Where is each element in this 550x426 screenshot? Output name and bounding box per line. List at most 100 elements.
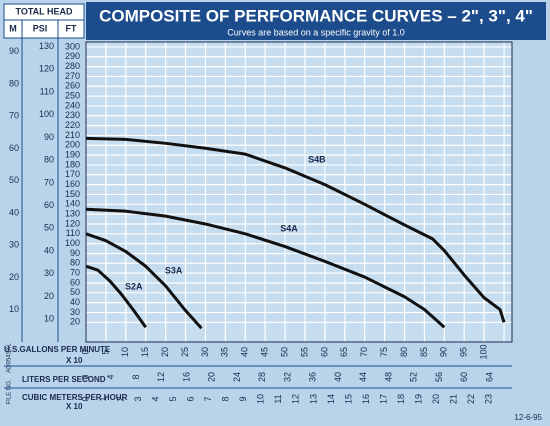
curve <box>85 232 203 330</box>
file-label: FILE NO. <box>7 379 13 404</box>
gpm-tick-label: 95 <box>459 347 469 357</box>
ft-tick-label: 40 <box>70 297 80 307</box>
m-label: M <box>9 23 17 33</box>
psi-tick-label: 30 <box>44 268 54 278</box>
psi-tick-label: 20 <box>44 291 54 301</box>
m3h-tick-label: 9 <box>238 396 248 401</box>
m-tick-label: 20 <box>9 272 19 282</box>
ft-tick-label: 280 <box>65 61 80 71</box>
gpm-tick-label: 20 <box>160 347 170 357</box>
psi-tick-label: 120 <box>39 64 54 74</box>
lps-tick-label: 44 <box>358 372 368 382</box>
ft-label: FT <box>66 23 77 33</box>
ft-tick-label: 20 <box>70 317 80 327</box>
m-tick-label: 80 <box>9 78 19 88</box>
gpm-mult: X 10 <box>66 356 83 365</box>
lps-tick-label: 48 <box>383 372 393 382</box>
lps-tick-label: 0 <box>80 374 90 379</box>
ft-tick-label: 130 <box>65 209 80 219</box>
ft-tick-label: 140 <box>65 199 80 209</box>
m-tick-label: 50 <box>9 175 19 185</box>
m3h-tick-label: 0 <box>80 396 90 401</box>
m3h-tick-label: 14 <box>326 394 336 404</box>
curve <box>85 264 147 329</box>
m3h-tick-label: 23 <box>484 394 494 404</box>
gpm-tick-label: 15 <box>140 347 150 357</box>
m3h-tick-label: 8 <box>221 396 231 401</box>
gpm-tick-label: 65 <box>339 347 349 357</box>
m3h-tick-label: 17 <box>378 394 388 404</box>
psi-tick-label: 130 <box>39 41 54 51</box>
m3h-tick-label: 22 <box>466 394 476 404</box>
ft-tick-label: 30 <box>70 307 80 317</box>
gpm-tick-label: 90 <box>439 347 449 357</box>
curve-label: S4A <box>280 223 298 233</box>
m3h-tick-label: 11 <box>273 394 283 403</box>
gpm-tick-label: 40 <box>240 347 250 357</box>
gpm-tick-label: 25 <box>180 347 190 357</box>
psi-tick-label: 50 <box>44 223 54 233</box>
lps-tick-label: 8 <box>131 374 141 379</box>
ft-tick-label: 50 <box>70 287 80 297</box>
lps-tick-label: 36 <box>308 372 318 382</box>
ft-tick-label: 70 <box>70 268 80 278</box>
psi-tick-label: 90 <box>44 132 54 142</box>
lps-tick-label: 20 <box>207 372 217 382</box>
m3h-tick-label: 7 <box>203 396 213 401</box>
m-tick-label: 10 <box>9 304 19 314</box>
m3h-tick-label: 1 <box>98 396 108 401</box>
ft-tick-label: 150 <box>65 189 80 199</box>
ft-tick-label: 200 <box>65 140 80 150</box>
m3h-tick-label: 3 <box>133 396 143 401</box>
lps-tick-label: 56 <box>434 372 444 382</box>
gpm-tick-label: 75 <box>379 347 389 357</box>
ft-tick-label: 80 <box>70 258 80 268</box>
plot-area <box>85 41 513 343</box>
lps-tick-label: 4 <box>106 374 116 379</box>
m-tick-label: 40 <box>9 207 19 217</box>
lps-label: LITERS PER SECOND <box>22 375 106 384</box>
m3h-tick-label: 10 <box>256 394 266 404</box>
ft-tick-label: 220 <box>65 120 80 130</box>
m3h-mult: X 10 <box>66 402 83 411</box>
m3h-tick-label: 20 <box>431 394 441 404</box>
gpm-tick-label: 10 <box>120 347 130 357</box>
psi-tick-label: 100 <box>39 109 54 119</box>
ft-tick-label: 160 <box>65 179 80 189</box>
m3h-tick-label: 4 <box>150 396 160 401</box>
m3h-tick-label: 13 <box>308 394 318 404</box>
ft-tick-label: 210 <box>65 130 80 140</box>
ft-tick-label: 90 <box>70 248 80 258</box>
lps-tick-label: 16 <box>181 372 191 382</box>
ft-tick-label: 230 <box>65 110 80 120</box>
ft-tick-label: 170 <box>65 169 80 179</box>
gpm-tick-label: 70 <box>359 347 369 357</box>
curve-label: S3A <box>165 266 183 276</box>
ft-tick-label: 60 <box>70 277 80 287</box>
m3h-tick-label: 12 <box>291 394 301 404</box>
m3h-tick-label: 2 <box>115 396 125 401</box>
psi-label: PSI <box>33 23 48 33</box>
ft-tick-label: 300 <box>65 41 80 51</box>
m3h-tick-label: 5 <box>168 396 178 401</box>
gpm-tick-label: 80 <box>399 347 409 357</box>
lps-tick-label: 64 <box>484 372 494 382</box>
ft-tick-label: 100 <box>65 238 80 248</box>
lps-tick-label: 40 <box>333 372 343 382</box>
unit-box <box>3 19 85 39</box>
m-tick-label: 30 <box>9 240 19 250</box>
psi-tick-label: 60 <box>44 200 54 210</box>
file-no: AD954SXL <box>7 342 13 372</box>
ft-tick-label: 290 <box>65 51 80 61</box>
m-tick-label: 70 <box>9 111 19 121</box>
m3h-tick-label: 19 <box>413 394 423 404</box>
m3h-tick-label: 16 <box>361 394 371 404</box>
gpm-tick-label: 30 <box>200 347 210 357</box>
gpm-tick-label: 85 <box>419 347 429 357</box>
lps-tick-label: 32 <box>282 372 292 382</box>
gpm-tick-label: 60 <box>319 347 329 357</box>
chart-subtitle: Curves are based on a specific gravity o… <box>227 27 405 37</box>
gpm-tick-label: 55 <box>299 347 309 357</box>
lps-tick-label: 52 <box>409 372 419 382</box>
